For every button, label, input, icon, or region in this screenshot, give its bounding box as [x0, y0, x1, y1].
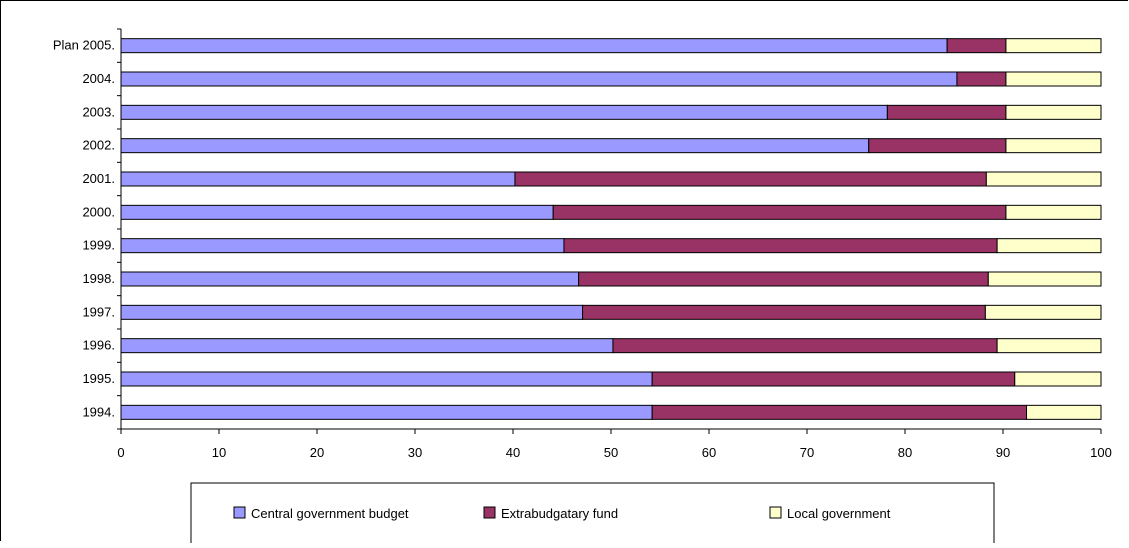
y-tick-label: 2001. — [82, 171, 115, 186]
x-tick-label: 70 — [800, 445, 814, 460]
x-tick-label: 40 — [506, 445, 520, 460]
y-tick-label: 1995. — [82, 371, 115, 386]
bar-segment-2-9 — [996, 338, 1102, 354]
bar-segment-1-1 — [956, 71, 1007, 87]
bar-segment-2-3 — [1005, 138, 1102, 154]
bar-segment-1-2 — [886, 104, 1007, 120]
bar-segment-1-8 — [582, 304, 986, 320]
bar-segment-2-8 — [984, 304, 1102, 320]
bar-segment-1-5 — [552, 204, 1007, 220]
y-tick-label: 1994. — [82, 404, 115, 419]
x-tick-label: 20 — [310, 445, 324, 460]
bar-segment-0-3 — [120, 138, 870, 154]
bar-segment-1-3 — [868, 138, 1007, 154]
legend-label-0: Central government budget — [251, 506, 409, 521]
bar-segment-2-6 — [996, 238, 1102, 254]
x-tick-label: 100 — [1090, 445, 1112, 460]
bar-segment-1-6 — [563, 238, 998, 254]
axes-group: Plan 2005. 2004. 2003. 2002. 2001. 2000. 1999.… — [53, 28, 1112, 460]
bar-segment-1-0 — [946, 38, 1007, 54]
x-tick-label: 10 — [212, 445, 226, 460]
bar-segment-1-11 — [651, 404, 1028, 420]
bars-group — [120, 38, 1102, 420]
legend-swatch-0 — [233, 506, 246, 519]
bar-segment-0-4 — [120, 171, 516, 187]
bar-segment-0-7 — [120, 271, 580, 287]
legend-label-1: Extrabudgatary fund — [501, 506, 618, 521]
x-tick-label: 30 — [408, 445, 422, 460]
legend-swatch-1 — [483, 506, 496, 519]
bar-segment-2-10 — [1014, 371, 1102, 387]
bar-segment-0-0 — [120, 38, 948, 54]
bar-segment-2-4 — [985, 171, 1102, 187]
bar-segment-1-4 — [514, 171, 987, 187]
bar-segment-0-2 — [120, 104, 888, 120]
x-tick-label: 60 — [702, 445, 716, 460]
x-tick-label: 50 — [604, 445, 618, 460]
y-tick-label: 1996. — [82, 338, 115, 353]
x-tick-label: 80 — [898, 445, 912, 460]
bar-segment-0-5 — [120, 204, 554, 220]
y-tick-label: 2004. — [82, 71, 115, 86]
y-tick-label: Plan 2005. — [53, 38, 115, 53]
bar-segment-0-9 — [120, 338, 614, 354]
y-tick-label: 1999. — [82, 238, 115, 253]
bar-segment-2-7 — [987, 271, 1102, 287]
bar-segment-1-7 — [578, 271, 989, 287]
bar-segment-0-10 — [120, 371, 653, 387]
legend: Central government budget Extrabudgatary … — [190, 482, 995, 548]
y-tick-label: 2002. — [82, 138, 115, 153]
legend-swatch-2 — [769, 506, 782, 519]
bar-segment-2-2 — [1005, 104, 1102, 120]
bar-segment-2-5 — [1005, 204, 1102, 220]
legend-label-2: Local government — [787, 506, 891, 521]
bar-segment-1-10 — [651, 371, 1016, 387]
y-tick-label: 1997. — [82, 304, 115, 319]
bar-segment-1-9 — [612, 338, 998, 354]
bar-segment-2-0 — [1005, 38, 1102, 54]
x-tick-label: 0 — [117, 445, 124, 460]
y-tick-label: 1998. — [82, 271, 115, 286]
bar-segment-0-6 — [120, 238, 565, 254]
y-tick-label: 2003. — [82, 104, 115, 119]
legend-box — [190, 482, 995, 548]
bar-segment-0-1 — [120, 71, 958, 87]
x-tick-label: 90 — [996, 445, 1010, 460]
bar-segment-2-11 — [1026, 404, 1102, 420]
bar-segment-2-1 — [1005, 71, 1102, 87]
bar-segment-0-8 — [120, 304, 584, 320]
y-tick-label: 2000. — [82, 204, 115, 219]
bar-segment-0-11 — [120, 404, 653, 420]
